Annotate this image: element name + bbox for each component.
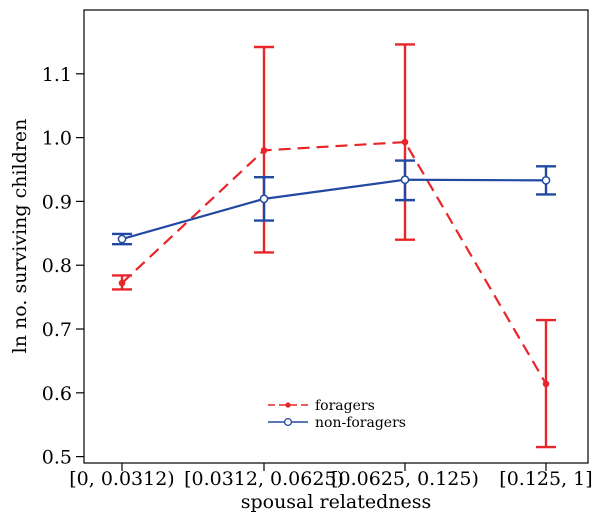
x-axis-title: spousal relatedness [241,491,432,513]
data-point [118,279,126,287]
y-axis-title: ln no. surviving children [9,119,31,354]
y-tick-label: 0.8 [42,255,72,277]
y-tick-label: 0.7 [42,319,72,341]
data-point [541,176,551,185]
series-foragers [112,43,556,449]
y-tick-label: 0.9 [42,191,72,213]
x-tick-label: [0.0625, 0.125) [331,468,479,490]
y-tick-label: 0.5 [42,447,72,469]
legend-marker [283,417,293,427]
y-axis: 0.5 0.6 0.7 0.8 0.9 1.0 1.1 [42,64,84,469]
legend-label: non-foragers [315,415,406,431]
series-line [121,140,547,385]
x-tick-label: [0, 0.0312) [69,468,174,490]
y-tick-label: 1.1 [42,64,72,86]
y-tick-label: 0.6 [42,383,72,405]
data-point [401,138,409,146]
legend-marker [285,402,291,408]
series-non-foragers [112,159,556,246]
x-axis: [0, 0.0312) [0.0312, 0.0625)[0.0625, 0.12… [69,463,593,490]
series-layer [112,43,556,449]
data-point [542,380,550,388]
legend-label: foragers [315,398,375,414]
y-tick-label: 1.0 [42,128,72,150]
data-point [400,175,410,185]
series-line [121,178,547,241]
legend-item: non-foragers [268,415,406,431]
x-tick-label: [0.0312, 0.0625) [184,468,344,490]
data-point [260,147,268,154]
legend-item: foragers [268,398,375,414]
data-point [117,234,127,244]
data-point [259,194,269,204]
x-tick-label: [0.125, 1] [499,468,592,490]
plot-frame [83,9,589,464]
